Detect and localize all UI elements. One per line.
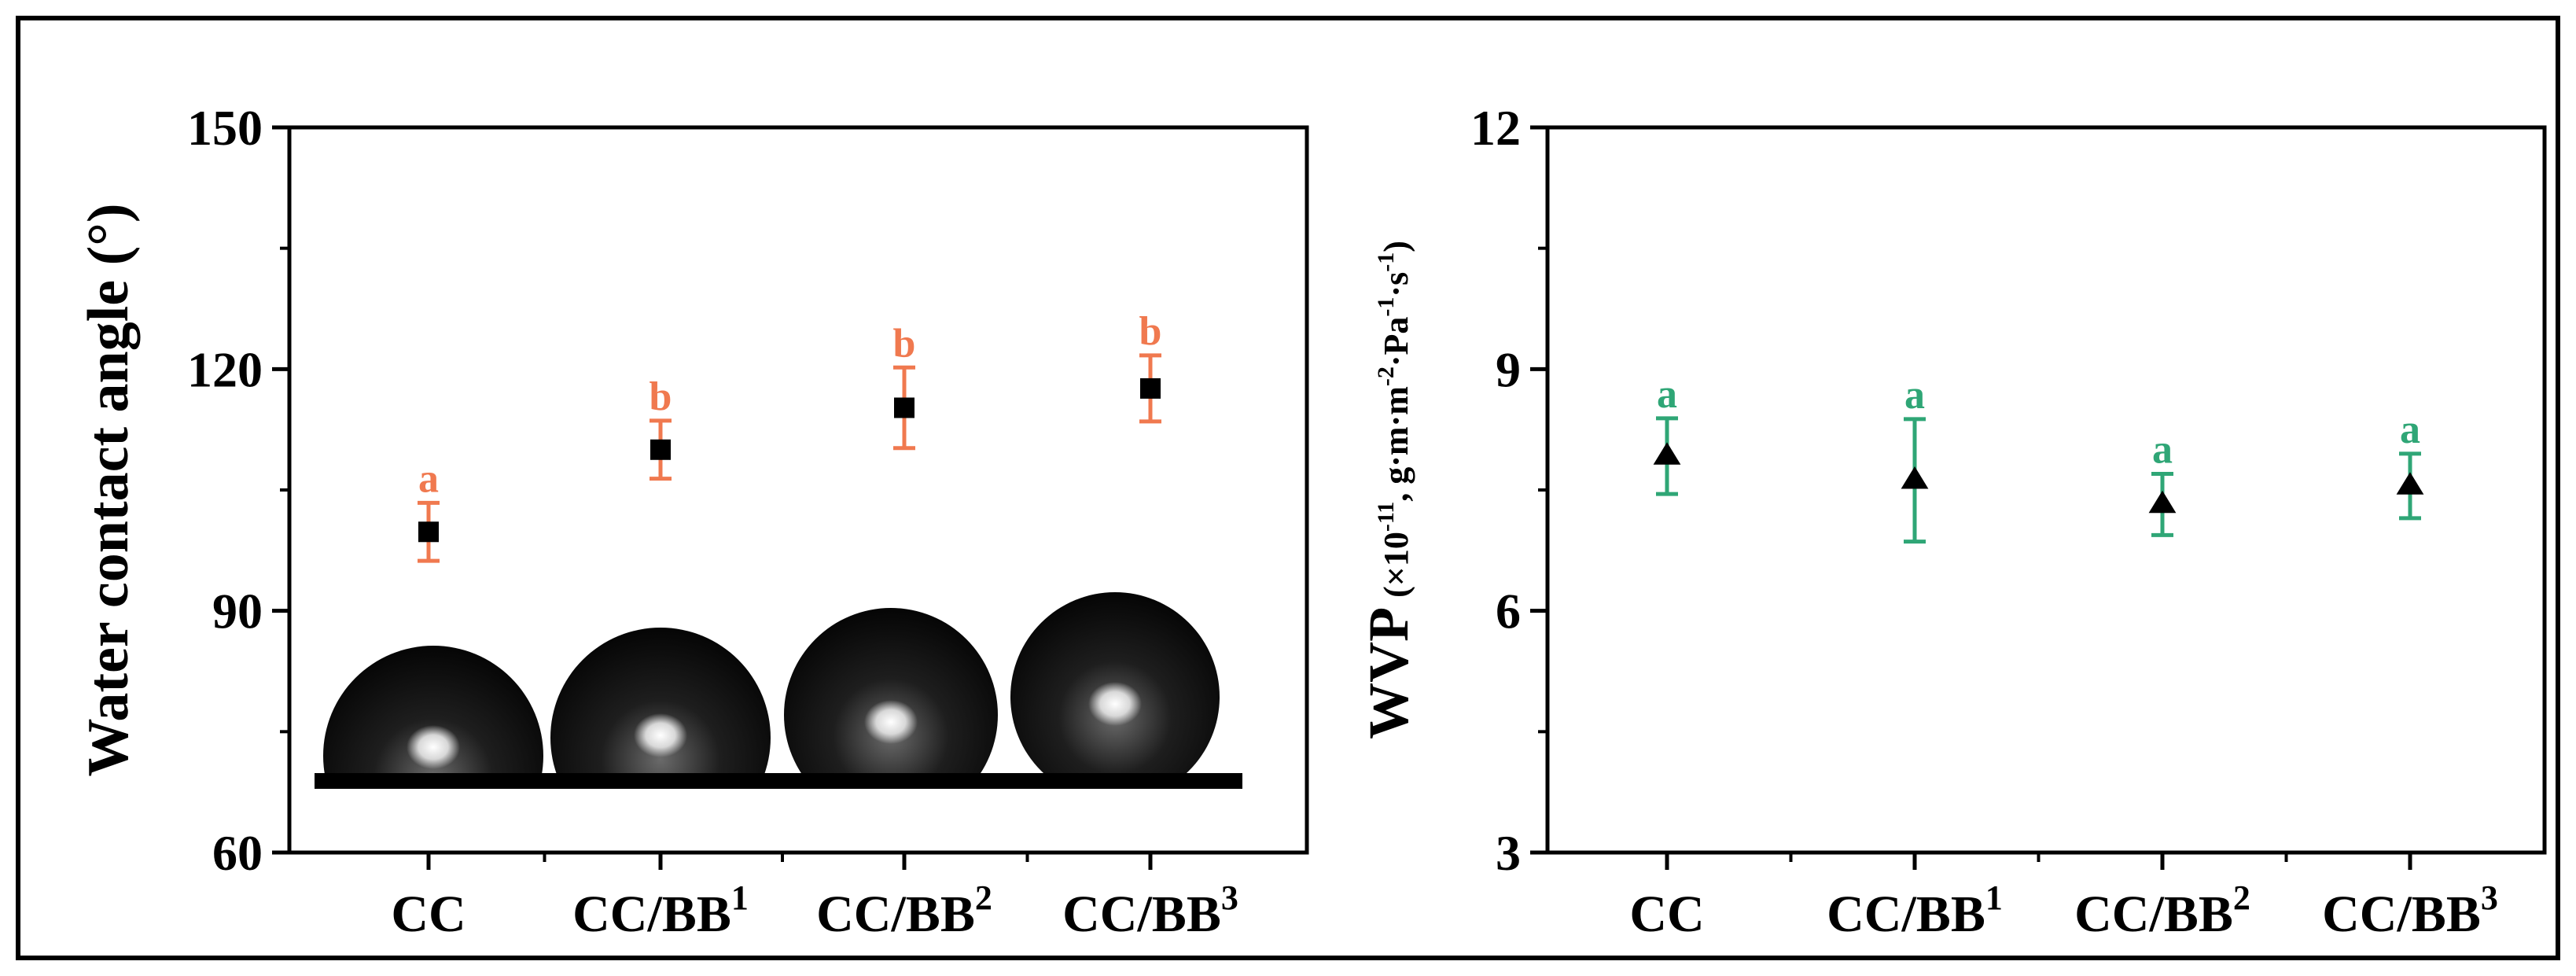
droplet-body [550, 628, 771, 773]
y-axis-label-main: WVP [1357, 607, 1420, 739]
significance-label: b [650, 374, 672, 419]
marker-square [418, 521, 439, 543]
data-point-4: a [2396, 407, 2424, 521]
marker-triangle [1901, 466, 1929, 489]
wvp-panel: 3 6 9 12 CC CC/BB1 CC/BB2 CC/BB3 a a a a WVP (×10-… [1357, 100, 2547, 943]
x-axis: CC CC/BB1 CC/BB2 CC/BB3 [1629, 853, 2498, 943]
marker-square [650, 439, 671, 460]
significance-label: a [2152, 428, 2173, 473]
marker-triangle [2148, 490, 2177, 514]
data-point-3: b [893, 321, 916, 451]
y-tick-label: 9 [1496, 341, 1521, 397]
marker-triangle [2396, 472, 2424, 495]
x-tick-label: CC/BB2 [816, 878, 992, 943]
droplet-body [323, 646, 543, 773]
plot-frame [1545, 125, 2547, 855]
droplet-image [550, 628, 771, 773]
figure-frame [16, 16, 2560, 960]
y-tick-label: 3 [1496, 825, 1521, 881]
droplet-highlight [1088, 682, 1142, 726]
x-tick-label: CC [1629, 886, 1704, 943]
marker-triangle [1653, 442, 1681, 465]
y-axis-label: WVP (×10-11, g·m·m-2·Pa-1·s-1) [1357, 241, 1420, 739]
data-point-2: a [1901, 373, 1929, 544]
droplet-image [1010, 592, 1220, 773]
y-axis: 3 6 9 12 [1470, 100, 1547, 881]
x-tick-label: CC [391, 886, 466, 943]
significance-label: b [1139, 309, 1162, 354]
data-marks: a b b b [418, 309, 1162, 563]
x-tick-label: CC/BB3 [1062, 878, 1238, 943]
significance-label: a [2400, 407, 2420, 452]
y-tick-label: 6 [1496, 584, 1521, 639]
y-tick-label: 60 [212, 825, 263, 881]
significance-label: a [1657, 372, 1677, 417]
x-tick-label: CC/BB1 [572, 878, 749, 943]
data-marks: a a a a [1653, 372, 2424, 544]
significance-label: a [1904, 373, 1925, 418]
significance-label: a [418, 456, 439, 501]
y-axis-label-unit: (×10-11, g·m·m-2·Pa-1·s-1) [1373, 241, 1415, 598]
y-tick-label: 150 [187, 100, 263, 156]
x-tick-label: CC/BB1 [1827, 878, 2003, 943]
marker-square [894, 397, 914, 418]
droplet-highlight [407, 725, 460, 769]
y-axis: 60 90 120 150 [187, 100, 289, 881]
droplet-image [784, 608, 998, 773]
contact-angle-panel: 60 90 120 150 CC CC/BB1 CC/BB2 CC/BB3 a b b b Wat… [76, 100, 1309, 943]
droplet-image [323, 646, 543, 773]
y-tick-label: 12 [1470, 100, 1521, 156]
droplet-body [784, 608, 998, 773]
data-point-1: a [1653, 372, 1681, 496]
data-point-1: a [418, 456, 440, 563]
data-point-3: a [2148, 428, 2177, 537]
y-axis-label: Water contact angle (°) [76, 204, 141, 777]
droplet-highlight [864, 700, 918, 744]
droplet-images-inset [315, 592, 1242, 789]
x-axis: CC CC/BB1 CC/BB2 CC/BB3 [391, 853, 1238, 943]
x-tick-label: CC/BB2 [2074, 878, 2250, 943]
droplet-highlight [634, 713, 687, 757]
x-tick-label: CC/BB3 [2322, 878, 2498, 943]
significance-label: b [893, 321, 916, 366]
substrate-bar [315, 773, 1242, 789]
marker-square [1140, 378, 1161, 399]
data-point-4: b [1139, 309, 1162, 424]
data-point-2: b [650, 374, 672, 481]
y-tick-label: 120 [187, 341, 263, 397]
y-tick-label: 90 [212, 584, 263, 639]
